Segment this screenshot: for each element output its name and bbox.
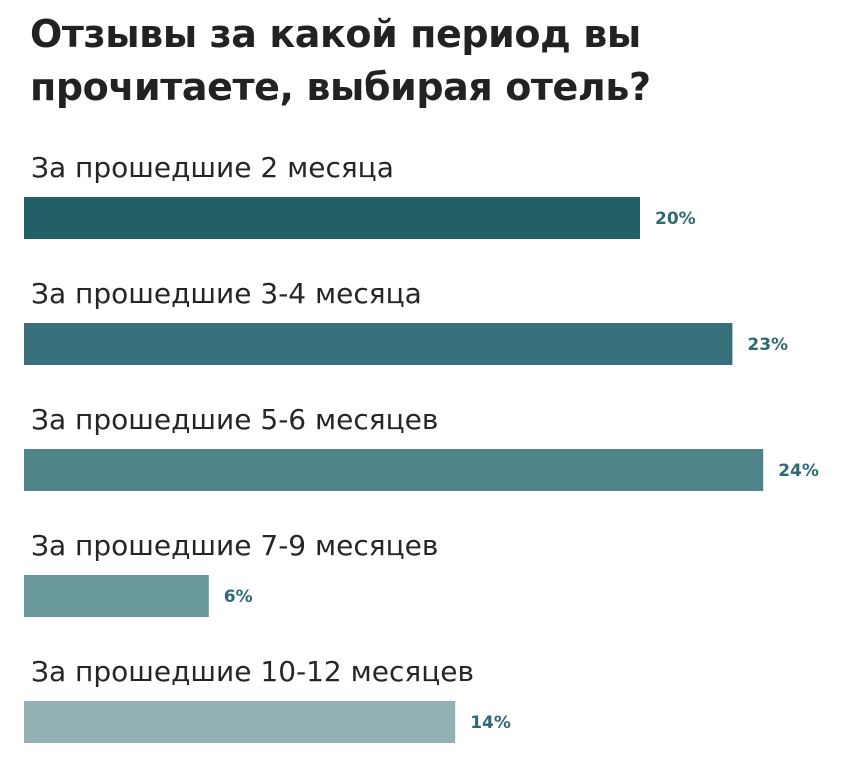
category-label: За прошедшие 3-4 месяца [31, 277, 422, 310]
bar-row: За прошедшие 5-6 месяцев 24% [24, 403, 819, 491]
value-label: 20% [655, 209, 696, 229]
bar-row: За прошедшие 2 месяца 20% [24, 151, 696, 239]
value-label: 14% [470, 713, 511, 733]
bar-row: За прошедшие 10-12 месяцев 14% [24, 655, 511, 743]
bar-row: За прошедшие 7-9 месяцев 6% [24, 529, 438, 617]
value-label: 24% [778, 461, 819, 481]
category-label: За прошедшие 7-9 месяцев [31, 529, 438, 562]
bar [24, 449, 764, 491]
value-label: 6% [224, 587, 253, 607]
bar-row: За прошедшие 3-4 месяца 23% [24, 277, 788, 365]
category-label: За прошедшие 5-6 месяцев [31, 403, 438, 436]
bars-group: За прошедшие 2 месяца 20% За прошедшие 3-4… [24, 151, 819, 743]
bar [24, 701, 456, 743]
bar [24, 197, 640, 239]
category-label: За прошедшие 2 месяца [31, 151, 394, 184]
value-label: 23% [747, 335, 788, 355]
bar [24, 575, 209, 617]
chart-title: Отзывы за какой период вы прочитаете, вы… [30, 12, 651, 109]
bar [24, 323, 733, 365]
category-label: За прошедшие 10-12 месяцев [31, 655, 474, 688]
